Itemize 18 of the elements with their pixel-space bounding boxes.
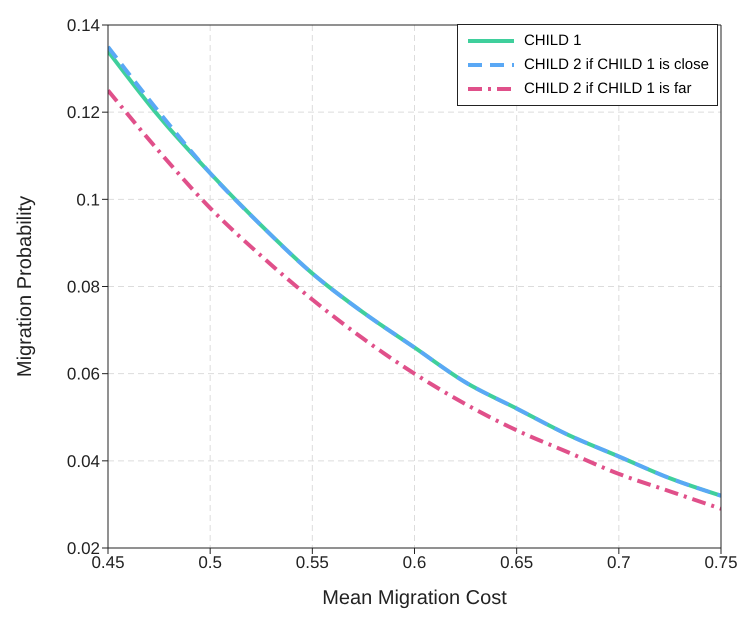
y-tick-label: 0.12 <box>66 103 100 122</box>
x-tick-label: 0.7 <box>607 553 631 572</box>
x-tick-label: 0.5 <box>198 553 222 572</box>
y-axis-title: Migration Probability <box>14 196 36 378</box>
x-tick-label: 0.65 <box>500 553 534 572</box>
y-tick-label: 0.06 <box>66 364 100 384</box>
x-tick-label: 0.45 <box>91 553 125 572</box>
y-tick-label: 0.04 <box>66 452 100 471</box>
y-tick-label: 0.1 <box>76 190 100 210</box>
legend-label: CHILD 2 if CHILD 1 is far <box>524 79 692 99</box>
y-tick-label: 0.14 <box>66 16 100 36</box>
legend-label: CHILD 2 if CHILD 1 is close <box>524 55 709 75</box>
legend-label: CHILD 1 <box>524 31 582 51</box>
x-tick-label: 0.75 <box>704 553 738 572</box>
x-axis-title: Mean Migration Cost <box>322 587 508 609</box>
y-tick-label: 0.08 <box>66 278 100 297</box>
x-tick-label: 0.55 <box>296 553 329 572</box>
x-tick-label: 0.6 <box>402 553 426 572</box>
